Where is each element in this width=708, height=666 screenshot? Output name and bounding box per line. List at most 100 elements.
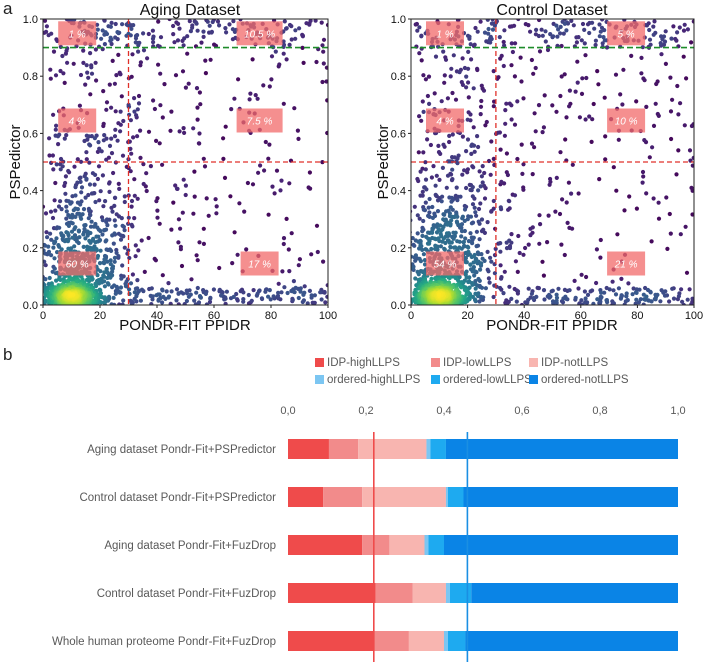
scatter-point [404, 274, 408, 278]
scatter-point [132, 290, 137, 295]
scatter-point [492, 23, 497, 28]
control-plot-frame [410, 18, 695, 306]
bar-segment [445, 487, 448, 507]
scatter-point [176, 217, 181, 222]
scatter-point [480, 180, 485, 185]
scatter-point [498, 285, 503, 291]
scatter-point [425, 93, 430, 99]
scatter-point [670, 97, 675, 102]
scatter-point [101, 138, 106, 143]
scatter-point [659, 52, 664, 57]
scatter-point [509, 296, 514, 301]
scatter-point [120, 153, 126, 158]
scatter-point [180, 69, 186, 74]
scatter-point [560, 197, 565, 202]
scatter-point [46, 244, 51, 249]
scatter-point [531, 71, 536, 76]
scatter-point [622, 208, 627, 213]
scatter-point [482, 196, 488, 201]
scatter-point [57, 244, 62, 249]
scatter-point [592, 26, 597, 31]
scatter-point [196, 141, 201, 146]
scatter-point [558, 24, 563, 29]
scatter-point [515, 99, 520, 104]
scatter-point [391, 279, 395, 283]
scatter-point [43, 211, 49, 216]
scatter-point [81, 232, 86, 237]
scatter-point [532, 145, 537, 150]
scatter-point [465, 117, 470, 122]
scatter-point [562, 252, 567, 258]
aging-y-axis-label: PSPedictor [7, 124, 24, 199]
scatter-point [651, 196, 656, 201]
scatter-point [629, 53, 634, 59]
scatter-point [421, 109, 426, 114]
scatter-point [106, 294, 112, 299]
scatter-point [132, 177, 137, 182]
scatter-point [421, 73, 426, 78]
scatter-point [630, 292, 635, 297]
scatter-point [397, 283, 401, 287]
panel-label-b: b [3, 345, 12, 364]
quadrant-percent-label: 4 % [436, 117, 453, 128]
scatter-point [477, 237, 482, 242]
scatter-point [540, 259, 545, 264]
scatter-point [182, 36, 187, 41]
scatter-point [413, 253, 418, 258]
scatter-point [198, 294, 203, 299]
scatter-point [649, 239, 654, 244]
scatter-point [399, 259, 403, 263]
scatter-point [662, 293, 668, 298]
scatter-point [478, 201, 483, 206]
quadrant-label-box [236, 108, 283, 133]
scatter-point [26, 294, 30, 298]
legend-swatch [315, 358, 324, 367]
scatter-point [154, 138, 159, 143]
x-tick-label: 80 [265, 310, 277, 322]
scatter-point [279, 178, 284, 183]
scatter-point [177, 26, 182, 31]
scatter-point [412, 243, 417, 248]
scatter-point [483, 123, 488, 128]
scatter-point [440, 165, 445, 170]
scatter-point [523, 245, 528, 251]
scatter-point [292, 106, 297, 111]
scatter-point [276, 290, 281, 295]
scatter-point [194, 253, 199, 258]
scatter-point [63, 180, 68, 186]
scatter-point [135, 107, 140, 112]
scatter-point [475, 66, 480, 71]
scatter-point [102, 261, 107, 266]
scatter-point [615, 232, 620, 237]
scatter-point [203, 58, 208, 63]
scatter-point [507, 101, 512, 106]
scatter-point [298, 289, 303, 294]
scatter-point [109, 41, 114, 47]
scatter-point [509, 117, 514, 122]
scatter-point [89, 65, 94, 70]
scatter-point [256, 170, 261, 175]
legend-swatch [529, 358, 538, 367]
scatter-point [430, 230, 435, 235]
scatter-point [223, 124, 228, 129]
scatter-point [72, 164, 77, 169]
scatter-point [389, 288, 393, 292]
bar-x-tick-label: 0,6 [514, 405, 529, 417]
scatter-point [63, 191, 68, 196]
scatter-point [112, 134, 118, 139]
bar-segment [328, 439, 359, 459]
scatter-point [669, 136, 674, 142]
scatter-point [681, 28, 687, 33]
bar-segment [288, 583, 376, 603]
legend-swatch [431, 375, 440, 384]
scatter-point [113, 35, 118, 40]
scatter-point [134, 113, 139, 118]
scatter-point [189, 277, 194, 282]
scatter-point [440, 194, 445, 199]
scatter-point [554, 175, 559, 180]
scatter-point [430, 215, 435, 220]
scatter-point [112, 259, 117, 264]
scatter-point [582, 27, 587, 32]
scatter-point [397, 259, 401, 263]
scatter-point [320, 160, 325, 165]
